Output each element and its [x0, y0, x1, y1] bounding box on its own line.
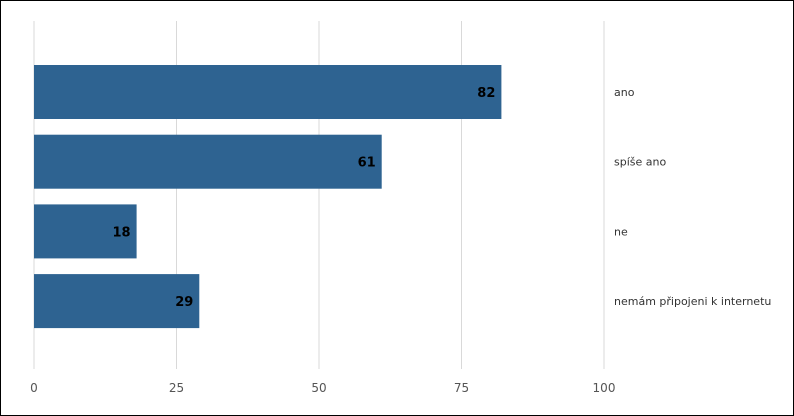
x-tick-label: 25 — [169, 381, 184, 395]
data-label: 29 — [175, 295, 193, 310]
bar — [34, 65, 502, 119]
bar — [34, 134, 382, 189]
category-label: ne — [614, 225, 628, 238]
x-axis-ticks: 0 25 50 75 100 — [30, 381, 615, 395]
bar — [34, 204, 137, 259]
category-label: nemám připojeni k internetu — [614, 295, 771, 308]
bar — [34, 274, 200, 329]
x-tick-label: 0 — [30, 381, 38, 395]
x-tick-label: 50 — [311, 381, 326, 395]
bars — [34, 65, 502, 329]
x-tick-label: 100 — [593, 381, 616, 395]
category-label: spíše ano — [614, 156, 666, 169]
data-label: 18 — [113, 225, 131, 240]
x-tick-label: 75 — [454, 381, 469, 395]
data-label: 82 — [477, 86, 495, 101]
category-labels: ano spíše ano ne nemám připojeni k internet… — [614, 86, 771, 308]
data-labels: 82 61 18 29 — [113, 86, 496, 310]
category-label: ano — [614, 86, 635, 99]
data-label: 61 — [358, 156, 376, 171]
